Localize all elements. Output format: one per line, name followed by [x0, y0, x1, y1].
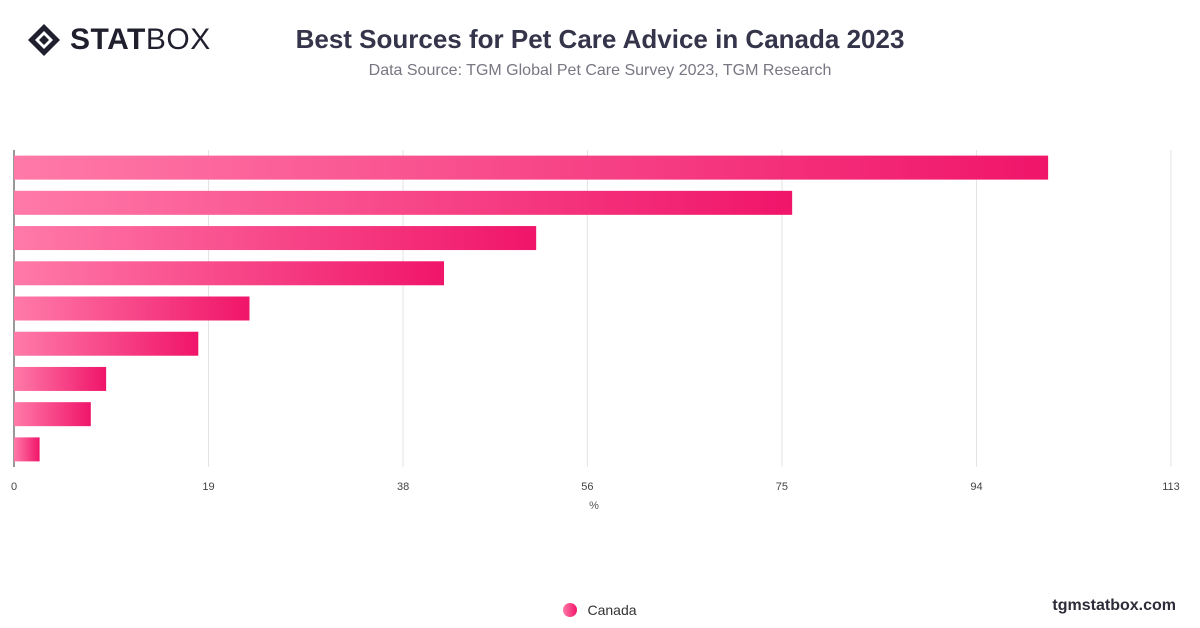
- chart-subtitle: Data Source: TGM Global Pet Care Survey …: [368, 62, 832, 79]
- x-tick-label: 113: [1162, 481, 1180, 493]
- bars: [14, 155, 1049, 462]
- logo-text-bold: STAT: [70, 23, 146, 56]
- bar[interactable]: [14, 402, 91, 427]
- site-url: tgmstatbox.com: [1052, 597, 1176, 614]
- bar[interactable]: [14, 261, 445, 286]
- bar[interactable]: [14, 155, 1049, 180]
- x-tick-label: 75: [776, 481, 788, 493]
- bar[interactable]: [14, 366, 107, 391]
- bar[interactable]: [14, 226, 537, 251]
- x-tick-label: 94: [970, 481, 982, 493]
- statbox-logo: STATBOX: [26, 22, 211, 58]
- x-tick-label: 0: [11, 481, 17, 493]
- x-tick-label: 56: [581, 481, 593, 493]
- bar[interactable]: [14, 331, 199, 356]
- statbox-diamond-icon: [28, 24, 60, 56]
- x-tick-label: 19: [202, 481, 214, 493]
- logo-text: STATBOX: [70, 23, 211, 57]
- bar[interactable]: [14, 190, 793, 215]
- chart-title: Best Sources for Pet Care Advice in Cana…: [295, 24, 905, 54]
- legend: Canada: [0, 602, 1200, 618]
- logo-text-light: BOX: [145, 23, 211, 56]
- x-axis-label: %: [589, 500, 599, 512]
- legend-label: Canada: [587, 602, 637, 618]
- legend-swatch: [563, 603, 578, 617]
- bar[interactable]: [14, 296, 250, 321]
- x-axis-ticks: 0 19 38 56 75 94 113: [11, 481, 1180, 493]
- x-tick-label: 38: [397, 481, 409, 493]
- bar[interactable]: [14, 437, 40, 462]
